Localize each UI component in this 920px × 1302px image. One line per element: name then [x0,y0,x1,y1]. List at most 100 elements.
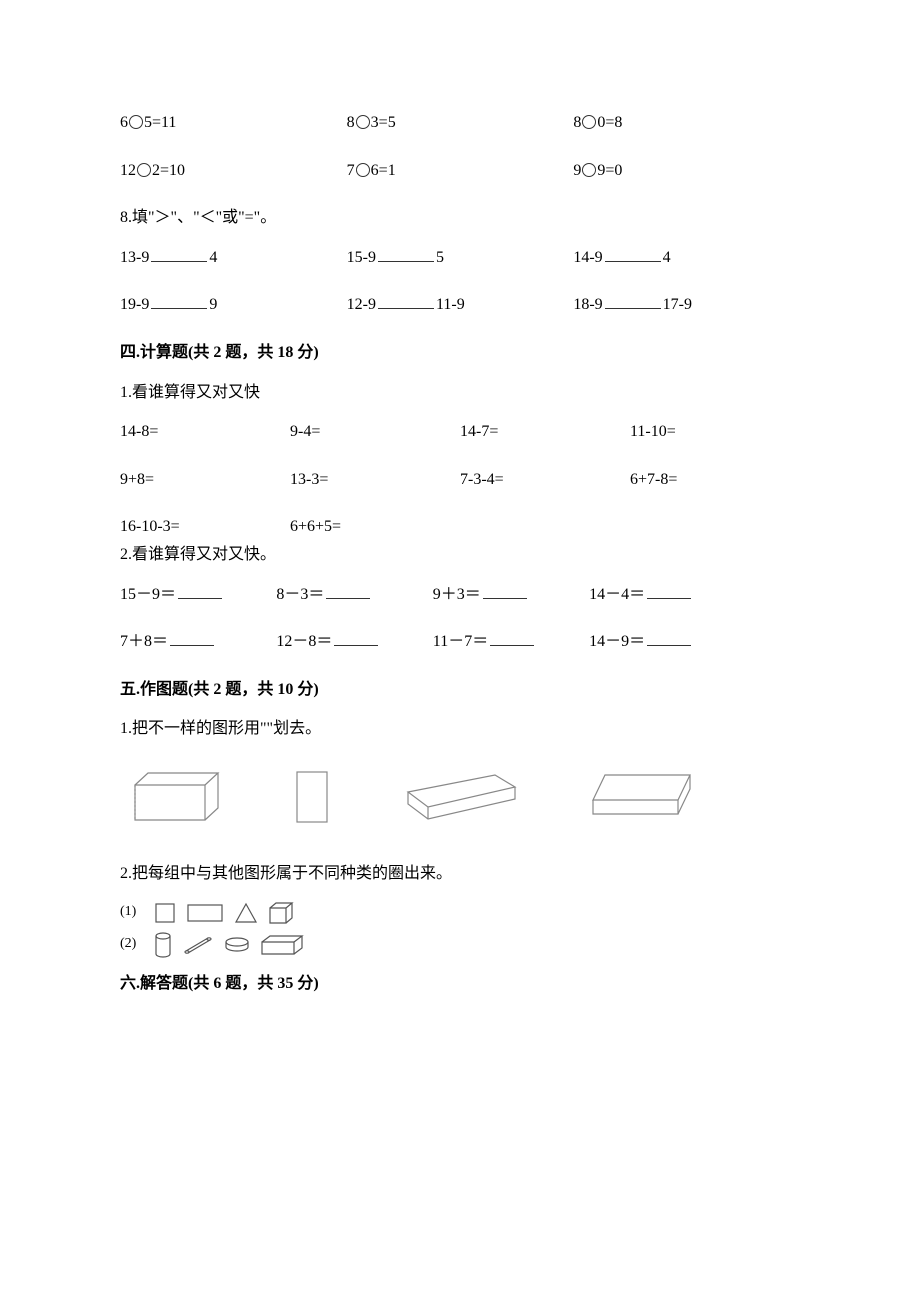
q8-r2-b: 12-911-9 [347,292,574,318]
cell: 12－8＝ [276,629,432,655]
lhs: 13-9 [120,249,149,266]
s4-q1-row1: 14-8= 9-4= 14-7= 11-10= [120,419,800,445]
text: 6 [120,114,128,131]
lhs: 19-9 [120,296,149,313]
circle-blank[interactable] [356,115,370,129]
rhs: 9 [209,296,217,313]
q7-row1: 6 5=11 83=5 8 0=8 [120,110,800,136]
cell: 6+6+5= [290,514,460,540]
cell: 14-7= [460,419,630,445]
q8-r1-a: 13-9 4 [120,245,347,271]
text: 12 [120,162,136,179]
fill-blank[interactable] [326,583,370,599]
s4-q2-row2: 7＋8＝ 12－8＝ 11－7＝ 14－9＝ [120,629,800,655]
text: 7 [347,162,355,179]
fill-blank[interactable] [647,583,691,599]
fill-blank[interactable] [334,630,378,646]
cube-shape [268,901,296,925]
cuboid-shape [260,934,306,956]
expr: 8－3＝ [276,586,324,603]
text: 9 [573,162,581,179]
cell: 6+7-8= [630,467,800,493]
q7-r2-a: 12 2=10 [120,158,347,184]
cuboid-shape-3 [590,772,695,822]
cell: 14－9＝ [589,629,745,655]
circle-blank[interactable] [137,163,151,177]
fill-blank[interactable] [378,293,434,309]
rectangle-shape [295,770,335,825]
q7-r1-c: 8 0=8 [573,110,800,136]
cell: 7＋8＝ [120,629,276,655]
section-5-header: 五.作图题(共 2 题，共 10 分) [120,677,800,703]
s5-q2-line2: (2) [120,931,800,959]
fill-blank[interactable] [647,630,691,646]
fill-blank[interactable] [151,293,207,309]
lhs: 18-9 [573,296,602,313]
text: 8 [573,114,581,131]
q8-label: 8.填"＞"、"＜"或"="。 [120,205,800,231]
cuboid-shape-1 [130,770,225,825]
cell: 13-3= [290,467,460,493]
cell: 8－3＝ [276,582,432,608]
q8-r2-c: 18-9 17-9 [573,292,800,318]
cell: 15－9＝ [120,582,276,608]
cell: 11-10= [630,419,800,445]
text: 0=8 [597,114,622,131]
cell: 14-8= [120,419,290,445]
expr: 7＋8＝ [120,633,168,650]
q7-r1-b: 83=5 [347,110,574,136]
fill-blank[interactable] [170,630,214,646]
text: 5=11 [144,114,176,131]
expr: 11－7＝ [433,633,488,650]
expr: 14－4＝ [589,586,645,603]
s5-q2-line1: (1) [120,901,800,925]
expr: 15－9＝ [120,586,176,603]
q7-r2-b: 76=1 [347,158,574,184]
text: 3=5 [371,114,396,131]
rod-shape [182,935,214,955]
section-4-header: 四.计算题(共 2 题，共 18 分) [120,340,800,366]
cell: 9+8= [120,467,290,493]
fill-blank[interactable] [178,583,222,599]
s4-q2-label: 2.看谁算得又对又快。 [120,542,800,568]
q7-row2: 12 2=10 76=1 99=0 [120,158,800,184]
fill-blank[interactable] [605,293,661,309]
fill-blank[interactable] [490,630,534,646]
rhs: 4 [209,249,217,266]
cell: 14－4＝ [589,582,745,608]
fill-blank[interactable] [378,246,434,262]
cell: 9-4= [290,419,460,445]
cell: 7-3-4= [460,467,630,493]
cell: 11－7＝ [433,629,589,655]
lhs: 14-9 [573,249,602,266]
fill-blank[interactable] [151,246,207,262]
cell: 9＋3＝ [433,582,589,608]
rhs: 5 [436,249,444,266]
s4-q1-row3: 16-10-3= 6+6+5= [120,514,800,540]
q7-r1-a: 6 5=11 [120,110,347,136]
q8-r1-b: 15-95 [347,245,574,271]
s4-q2-row1: 15－9＝ 8－3＝ 9＋3＝ 14－4＝ [120,582,800,608]
expr: 14－9＝ [589,633,645,650]
disc-shape [224,937,250,953]
circle-blank[interactable] [582,163,596,177]
circle-blank[interactable] [582,115,596,129]
circle-blank[interactable] [356,163,370,177]
q7-r2-c: 99=0 [573,158,800,184]
s5-q2-label: 2.把每组中与其他图形属于不同种类的圈出来。 [120,861,800,887]
q8-r1-c: 14-9 4 [573,245,800,271]
s4-q1-label: 1.看谁算得又对又快 [120,380,800,406]
expr: 12－8＝ [276,633,332,650]
rhs: 4 [663,249,671,266]
square-shape [154,902,176,924]
cell: 16-10-3= [120,514,290,540]
fill-blank[interactable] [605,246,661,262]
fill-blank[interactable] [483,583,527,599]
q8-r2-a: 19-9 9 [120,292,347,318]
line1-label: (1) [120,901,144,923]
s5-q2-shapes: (1) (2) [120,901,800,959]
q8-row1: 13-9 4 15-95 14-9 4 [120,245,800,271]
rhs: 17-9 [663,296,692,313]
text: 2=10 [152,162,185,179]
circle-blank[interactable] [129,115,143,129]
